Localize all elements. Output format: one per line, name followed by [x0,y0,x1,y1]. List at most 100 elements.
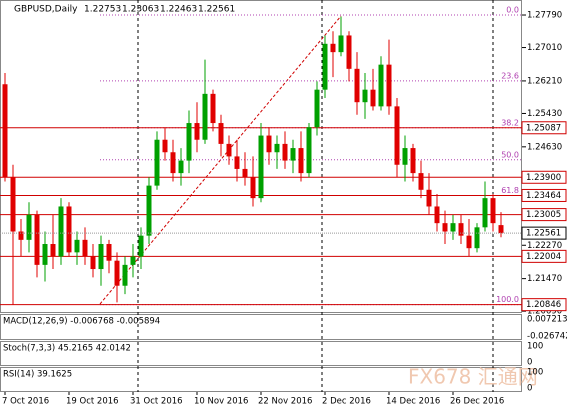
level-label: 1.22004 [526,252,561,262]
x-tick-label: 19 Oct 2016 [66,397,119,407]
fib-label: 50.0 [501,150,519,159]
candle-body [146,185,152,236]
current-price-label: 1.22561 [526,229,561,239]
candle-body [2,84,8,178]
candle-body [370,89,376,107]
y-tick-label: 1.26210 [527,76,562,86]
fib-label: 23.6 [501,71,519,80]
x-tick-label: 10 Nov 2016 [194,397,248,407]
candle-body [122,264,128,286]
candle-body [18,231,24,240]
x-tick-label: 26 Dec 2016 [450,397,504,407]
level-label: 1.23005 [526,210,561,220]
level-box [521,208,567,222]
y-tick-label: 1.25430 [527,109,562,119]
macd-frame [0,314,522,340]
current-price-box [521,226,567,240]
level-label: 1.23464 [526,191,561,201]
candle-body [434,206,440,224]
candle-body [170,152,176,174]
rsi-frame [0,367,522,392]
candle-body [186,123,192,161]
indicator-tick: 0 [527,384,532,394]
candle-body [162,139,168,153]
candle-body [298,148,304,174]
indicator-label: RSI(14) 39.1625 [3,370,72,380]
y-tick-label: 1.20690 [527,307,562,317]
indicator-label: MACD(12,26,9) -0.006768 -0.005894 [3,317,160,327]
candle-body [338,35,344,53]
candle-body [490,198,496,224]
candle-body [466,235,472,249]
candle-body [242,168,248,178]
y-tick-label: 1.27010 [527,43,562,53]
stoch-frame [0,341,522,366]
level-label: 1.25087 [526,123,561,133]
level-box [521,170,567,184]
level-box [521,121,567,135]
candle-body [498,225,504,234]
fib-label: 0.0 [506,6,519,15]
indicator-tick: 0.007213 [527,315,567,325]
candle-body [106,244,112,261]
x-tick-label: 31 Oct 2016 [130,397,183,407]
candle-body [450,223,456,232]
candle-body [66,206,72,253]
candle-body [282,143,288,161]
candle-body [10,177,16,232]
chart-title: GBPUSD,Daily [14,5,78,15]
header-value: 1.22463 [160,5,197,15]
candle-body [74,239,80,253]
candle-body [218,123,224,144]
candle-body [258,135,264,199]
candle-body [418,173,424,190]
candle-body [178,160,184,174]
level-box [521,298,567,312]
candle-body [42,244,48,265]
candle-body [114,260,120,286]
candle-body [394,106,400,165]
candle-body [138,235,144,257]
candle-body [458,223,464,236]
fib-label: 61.8 [501,186,519,195]
watermark: FX678 汇通网 [408,365,538,389]
candle-body [250,177,256,199]
candle-body [402,148,408,165]
candle-body [482,198,488,228]
candle-body [362,89,368,103]
candle-body [442,223,448,232]
candle-body [306,127,312,174]
candle-body [354,68,360,103]
candle-body [426,189,432,207]
candle-body [226,143,232,157]
candle-body [210,93,216,124]
x-tick-label: 14 Dec 2016 [386,397,440,407]
candle-body [26,214,32,240]
candle-body [194,123,200,140]
candle-body [58,206,64,257]
indicator-tick: 0 [527,358,532,368]
header-value: 1.22561 [198,5,235,15]
header-value: 1.23063 [122,5,159,15]
x-tick-label: 7 Oct 2016 [2,397,49,407]
candle-body [322,43,328,90]
candle-body [234,156,240,169]
candle-body [98,244,104,270]
candle-body [410,148,416,174]
candle-body [378,64,384,107]
y-tick-label: 1.24630 [527,142,562,152]
level-label: 1.20846 [526,300,561,310]
candle-body [82,239,88,257]
candle-body [386,64,392,107]
candle-body [50,244,56,257]
candle-body [90,256,96,270]
header-value: 1.22753 [84,5,121,15]
indicator-tick: 100 [527,368,543,378]
level-label: 1.23900 [526,173,561,183]
candle-body [346,35,352,69]
indicator-label: Stoch(7,3,3) 45.2165 42.0142 [3,344,131,354]
x-tick-label: 22 Nov 2016 [258,397,312,407]
candle-body [266,135,272,153]
